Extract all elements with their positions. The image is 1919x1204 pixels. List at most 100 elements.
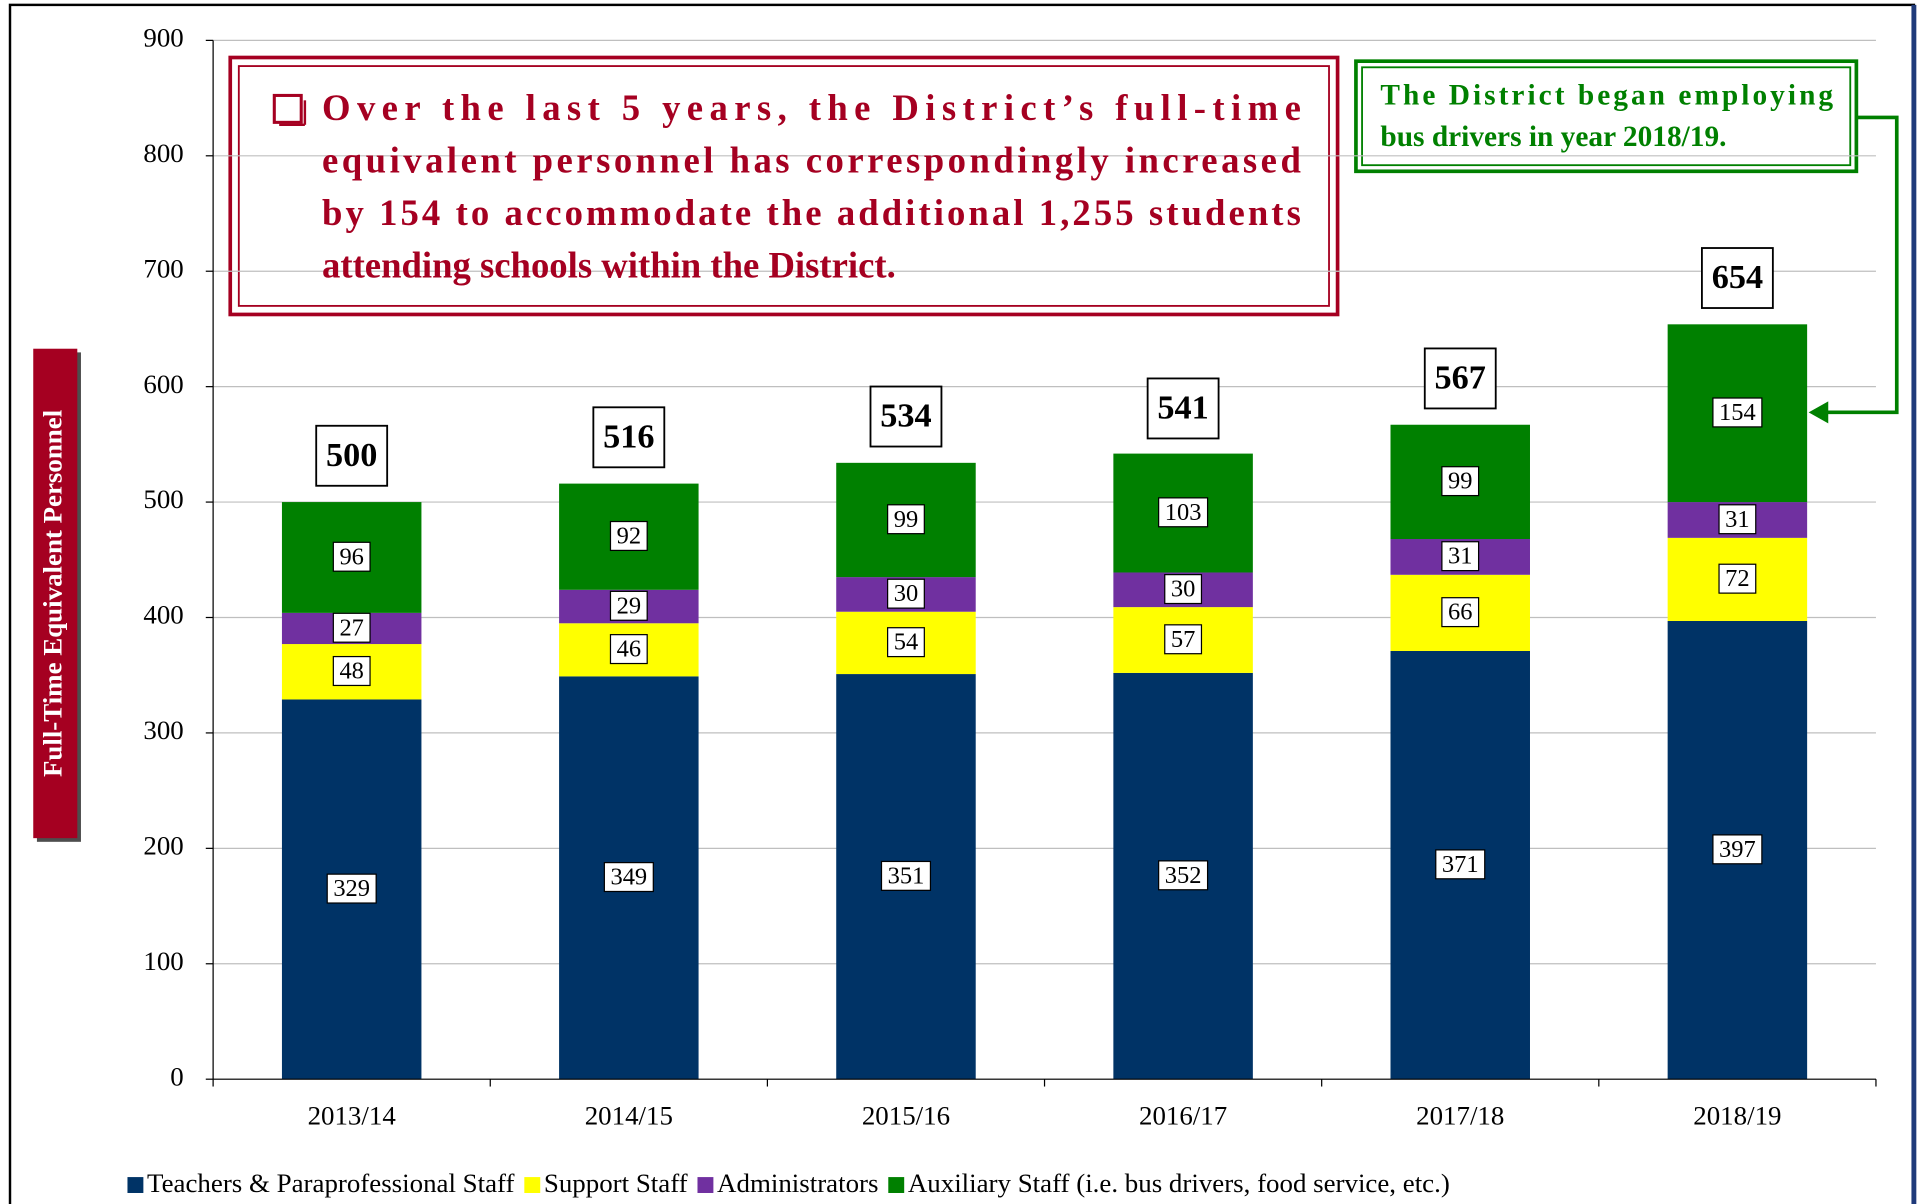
value-label: 92	[617, 523, 641, 550]
total-label-box	[1423, 347, 1497, 410]
value-label-box	[1441, 597, 1480, 628]
x-tick-label: 2013/14	[308, 1101, 397, 1131]
value-label: 30	[894, 580, 918, 607]
value-label: 54	[894, 629, 918, 656]
total-label: 654	[1712, 258, 1763, 296]
value-label-box	[880, 860, 932, 891]
value-label-box	[1718, 504, 1757, 535]
value-label-box	[1435, 849, 1486, 880]
value-label: 397	[1719, 836, 1756, 863]
value-label-box	[1712, 397, 1763, 428]
value-label: 154	[1719, 399, 1756, 426]
value-label: 31	[1725, 506, 1749, 533]
legend-swatch	[524, 1177, 541, 1193]
value-label-box	[332, 541, 371, 572]
x-tick-label: 2014/15	[585, 1101, 673, 1131]
y-tick-label: 100	[143, 946, 183, 976]
y-tick-label: 400	[143, 600, 183, 630]
value-label-box	[1164, 624, 1203, 655]
value-label: 371	[1442, 851, 1479, 878]
value-label: 349	[610, 864, 647, 891]
note-text: The District began employing	[1380, 80, 1833, 112]
y-axis-label: Full-Time Equivalent Personnel	[37, 409, 67, 777]
value-label-box	[603, 861, 654, 893]
value-label-box	[1712, 834, 1763, 865]
y-tick-label: 500	[143, 484, 183, 514]
note-text: by 154 to accommodate the additional 1,2…	[322, 192, 1301, 233]
y-label-box	[33, 348, 78, 839]
note-box	[1354, 59, 1859, 174]
total-label-box	[1700, 247, 1774, 309]
value-label: 72	[1725, 565, 1749, 592]
total-label-box	[315, 424, 389, 487]
value-label: 66	[1448, 599, 1472, 626]
x-tick-label: 2015/16	[862, 1101, 950, 1131]
value-label: 329	[333, 875, 370, 902]
value-label-box	[326, 873, 377, 904]
total-label-box	[592, 406, 666, 469]
value-label-box	[332, 655, 371, 687]
value-label: 48	[339, 658, 363, 685]
value-label: 46	[617, 636, 641, 663]
value-label: 30	[1171, 576, 1195, 603]
note-text: attending schools within the District.	[322, 245, 896, 286]
note-box-inner	[1361, 66, 1852, 167]
y-tick-label: 300	[143, 715, 183, 745]
note-text: bus drivers in year 2018/19.	[1380, 121, 1726, 153]
value-label: 27	[339, 614, 363, 641]
total-label: 516	[603, 417, 654, 455]
total-label-box	[1146, 377, 1220, 440]
legend-swatch	[697, 1177, 714, 1193]
legend-swatch	[127, 1177, 144, 1193]
legend-label: Support Staff	[544, 1168, 688, 1198]
y-tick-label: 900	[143, 23, 183, 53]
total-label: 534	[880, 397, 931, 435]
value-label: 29	[617, 592, 641, 619]
y-tick-label: 200	[143, 831, 183, 861]
total-label: 541	[1157, 389, 1208, 427]
value-label-box	[1158, 497, 1209, 528]
legend-label: Teachers & Paraprofessional Staff	[147, 1168, 514, 1198]
legend-label: Administrators	[717, 1168, 878, 1198]
value-label-box	[609, 590, 648, 621]
value-label: 99	[1448, 468, 1472, 495]
total-label: 500	[326, 436, 377, 474]
value-label-box	[609, 634, 648, 665]
value-label-box	[1718, 563, 1757, 594]
note-text: equivalent personnel has correspondingly…	[322, 139, 1301, 180]
y-tick-label: 0	[170, 1061, 183, 1091]
value-label-box	[1164, 574, 1203, 605]
note-text: Over the last 5 years, the District’s fu…	[322, 87, 1301, 128]
y-tick-label: 700	[143, 253, 183, 283]
total-label-box	[869, 385, 943, 448]
value-label: 96	[339, 543, 363, 570]
note-bullet	[272, 93, 303, 124]
value-label: 99	[894, 506, 918, 533]
value-label: 351	[888, 862, 925, 889]
value-label: 31	[1448, 543, 1472, 570]
note-box-inner	[237, 65, 1330, 307]
note-arrow	[1825, 115, 1899, 415]
value-label: 57	[1171, 626, 1195, 653]
value-label: 103	[1165, 499, 1202, 526]
total-label: 567	[1435, 359, 1486, 397]
x-tick-label: 2018/19	[1693, 1101, 1781, 1131]
value-label-box	[609, 520, 648, 552]
value-label-box	[1158, 860, 1209, 891]
legend-swatch	[888, 1177, 905, 1193]
value-label-box	[1441, 466, 1480, 497]
y-tick-label: 600	[143, 369, 183, 399]
x-tick-label: 2017/18	[1416, 1101, 1504, 1131]
value-label-box	[887, 504, 925, 535]
value-label-box	[332, 612, 371, 643]
value-label-box	[1441, 541, 1480, 572]
value-label: 352	[1165, 862, 1202, 889]
x-tick-label: 2016/17	[1139, 1101, 1227, 1131]
value-label-box	[887, 578, 925, 609]
y-tick-label: 800	[143, 138, 183, 168]
value-label-box	[887, 627, 925, 658]
legend-label: Auxiliary Staff (i.e. bus drivers, food …	[908, 1168, 1450, 1198]
note-arrowhead	[1808, 401, 1829, 424]
